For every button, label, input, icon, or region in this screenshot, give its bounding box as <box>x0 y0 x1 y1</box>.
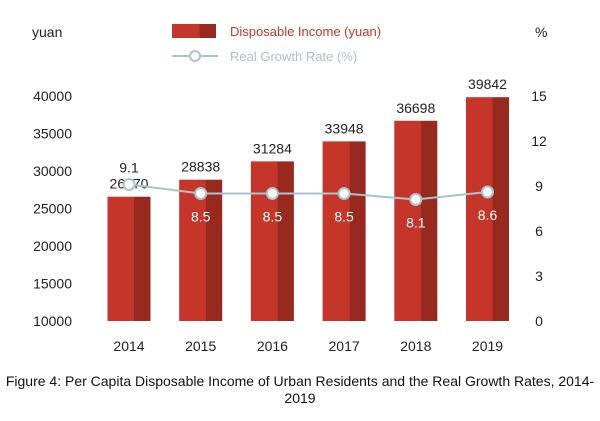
growth-point <box>409 193 423 206</box>
y-right-tick-label: 15 <box>531 88 547 104</box>
growth-point <box>265 187 279 200</box>
x-tick-label: 2016 <box>257 338 288 354</box>
legend-line-marker <box>189 50 201 62</box>
bar <box>107 196 151 321</box>
bar-value-label: 39842 <box>468 76 507 92</box>
y-right-tick-label: 9 <box>535 178 543 194</box>
bar <box>466 97 509 321</box>
figure-caption: Figure 4: Per Capita Disposable Income o… <box>5 373 595 406</box>
y-right-tick-label: 0 <box>535 313 543 329</box>
y-left-axis: 10000 15000 20000 25000 30000 35000 40000 <box>33 88 72 329</box>
x-axis: 2014 2015 2016 2017 2018 2019 <box>113 338 503 354</box>
legend-bar-swatch <box>172 24 216 38</box>
y-left-tick-label: 20000 <box>33 238 72 254</box>
y-right-tick-label: 12 <box>531 133 547 149</box>
bar-value-label: 33948 <box>325 120 364 136</box>
x-tick-label: 2019 <box>472 338 503 354</box>
bar <box>394 120 438 321</box>
y-left-tick-label: 25000 <box>33 201 72 217</box>
x-tick-label: 2018 <box>400 338 431 354</box>
bar-value-label: 36698 <box>396 100 435 116</box>
legend: Disposable Income (yuan) Real Growth Rat… <box>172 24 381 64</box>
x-tick-label: 2014 <box>113 338 144 354</box>
legend-bar-label: Disposable Income (yuan) <box>230 24 381 39</box>
y-right-tick-label: 6 <box>535 223 543 239</box>
growth-point <box>481 185 494 199</box>
growth-point <box>194 187 208 200</box>
y-left-tick-label: 10000 <box>33 313 72 329</box>
y-right-axis-label: % <box>535 24 547 40</box>
growth-value-label: 8.6 <box>478 207 498 223</box>
growth-point <box>337 187 351 200</box>
y-right-tick-label: 3 <box>535 268 543 284</box>
growth-value-label: 9.1 <box>119 160 139 176</box>
x-tick-label: 2017 <box>329 338 360 354</box>
bar-value-label: 28838 <box>181 159 220 175</box>
y-left-tick-label: 30000 <box>33 163 72 179</box>
bar-series <box>107 97 509 321</box>
legend-line-label: Real Growth Rate (%) <box>230 49 357 64</box>
y-left-tick-label: 35000 <box>33 126 72 142</box>
growth-value-label: 8.5 <box>191 209 211 225</box>
bar-value-label: 31284 <box>253 140 292 156</box>
bar <box>250 161 294 321</box>
y-left-tick-label: 15000 <box>33 276 72 292</box>
x-tick-label: 2015 <box>185 338 216 354</box>
growth-value-label: 8.5 <box>263 209 283 225</box>
growth-value-label: 8.5 <box>334 209 354 225</box>
bar-value-labels: 265702883831284339483669839842 <box>110 76 508 192</box>
growth-value-label: 8.1 <box>406 215 426 231</box>
growth-line <box>128 183 488 201</box>
growth-point <box>122 178 136 191</box>
y-right-axis: 0 3 6 9 12 15 <box>531 88 547 329</box>
growth-value-labels: 9.1 8.5 8.5 8.5 8.1 8.6 <box>119 160 497 231</box>
growth-line-series <box>122 178 494 206</box>
y-left-tick-label: 40000 <box>33 88 72 104</box>
bar <box>179 179 223 321</box>
y-left-axis-label: yuan <box>32 24 62 40</box>
bar <box>322 141 366 321</box>
